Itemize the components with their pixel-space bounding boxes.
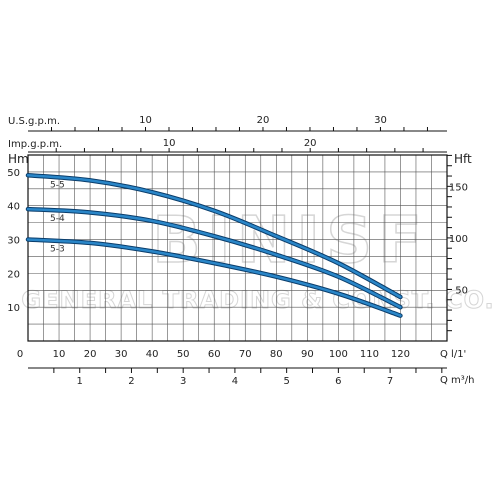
usgpm-tick-label: 20: [257, 115, 270, 126]
q-lmin-axis-label: Q l/1': [440, 349, 466, 360]
hm-tick-label: 40: [7, 202, 20, 213]
q-m3h-tick-label: 5: [283, 376, 289, 387]
hm-tick-label: 10: [7, 303, 20, 314]
hft-tick-label: 150: [449, 182, 468, 193]
hft-tick-label: 50: [455, 285, 468, 296]
q-lmin-tick-label: 100: [329, 349, 348, 360]
q-lmin-tick-label: 0: [17, 349, 23, 360]
usgpm-axis-label: U.S.g.p.m.: [8, 116, 60, 127]
q-m3h-tick-label: 1: [77, 376, 83, 387]
hft-axis-label: Hft: [454, 152, 472, 166]
hm-tick-label: 50: [7, 168, 20, 179]
q-lmin-tick-label: 120: [391, 349, 410, 360]
hm-tick-label: 20: [7, 269, 20, 280]
q-m3h-tick-label: 3: [180, 376, 186, 387]
series-layer: 5-5 5-4 5-3: [25, 173, 403, 318]
q-lmin-tick-label: 80: [270, 349, 283, 360]
q-lmin-tick-label: 90: [301, 349, 314, 360]
q-lmin-tick-label: 10: [53, 349, 66, 360]
q-m3h-tick-label: 7: [387, 376, 393, 387]
q-m3h-axis-label: Q m³/h: [440, 375, 475, 386]
hm-tick-label: 30: [7, 236, 20, 247]
q-lmin-tick-label: 40: [146, 349, 159, 360]
series-curve: [26, 207, 402, 309]
q-lmin-tick-label: 70: [239, 349, 252, 360]
hm-axis-label: Hm: [8, 152, 29, 166]
q-lmin-tick-label: 50: [177, 349, 190, 360]
series-label: 5-4: [50, 214, 65, 224]
q-lmin-tick-label: 60: [208, 349, 221, 360]
series-label: 5-3: [50, 245, 65, 255]
series-curve: [26, 238, 402, 317]
impgpm-tick-label: 20: [304, 138, 317, 149]
q-m3h-tick-label: 6: [335, 376, 341, 387]
impgpm-tick-label: 10: [163, 138, 176, 149]
q-m3h-tick-label: 4: [232, 376, 238, 387]
impgpm-axis-label: Imp.g.p.m.: [8, 139, 62, 150]
usgpm-tick-label: 30: [374, 115, 387, 126]
q-lmin-tick-label: 30: [115, 349, 128, 360]
series-curve: [26, 174, 402, 299]
q-lmin-tick-label: 20: [84, 349, 97, 360]
q-m3h-tick-label: 2: [128, 376, 134, 387]
usgpm-tick-label: 10: [139, 115, 152, 126]
q-lmin-tick-label: 110: [360, 349, 379, 360]
hft-tick-label: 100: [449, 234, 468, 245]
series-label: 5-5: [50, 180, 65, 190]
